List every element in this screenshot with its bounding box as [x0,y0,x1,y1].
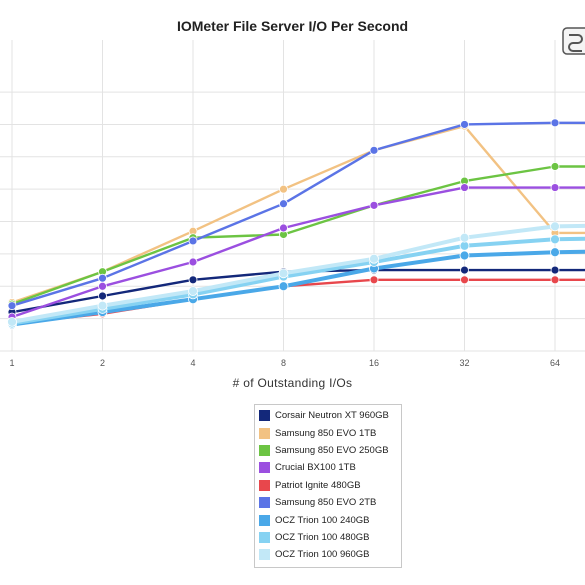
data-point [459,240,470,251]
legend: Corsair Neutron XT 960GB Samsung 850 EVO … [254,404,402,568]
x-axis: 1 2 4 8 16 32 64 [9,358,560,368]
x-tick-label: 64 [550,358,560,368]
series-line [10,186,585,319]
data-point [550,234,560,245]
data-point [369,275,379,285]
legend-item: Crucial BX100 1TB [259,459,397,476]
legend-swatch [259,549,270,561]
series-line [10,236,585,326]
series-line [10,121,585,307]
legend-label: Samsung 850 EVO 1TB [275,427,377,439]
data-point [98,281,107,291]
legend-swatch [259,497,270,509]
series-5 [7,118,585,311]
series-area [7,118,585,330]
data-point [278,268,289,279]
legend-item: OCZ Trion 100 480GB [259,529,397,546]
x-tick-label: 1 [9,358,14,368]
series-line [10,223,585,324]
series-6 [7,247,585,330]
legend-swatch [259,514,270,526]
data-point [550,183,560,192]
legend-item: Samsung 850 EVO 1TB [259,424,397,441]
grid [0,40,585,352]
data-point [7,316,17,327]
data-point [460,120,469,129]
legend-swatch [259,444,270,456]
x-tick-label: 8 [281,358,286,368]
data-point [188,236,198,246]
chart-title: IOMeter File Server I/O Per Second [176,18,409,34]
legend-label: Patriot Ignite 480GB [275,479,361,491]
logo-icon [562,27,585,55]
line-chart: 1 2 4 8 16 32 64 [0,40,585,368]
data-point [279,184,288,194]
legend-item: Patriot Ignite 480GB [259,477,397,494]
legend-item: Samsung 850 EVO 2TB [259,494,397,511]
series-line [10,165,585,306]
data-point [459,232,470,243]
legend-swatch [259,410,270,422]
x-tick-label: 2 [100,358,105,368]
data-point [550,265,560,275]
legend-item: OCZ Trion 100 960GB [259,546,397,563]
x-axis-label: # of Outstanding I/Os [232,376,353,390]
series-8 [7,221,585,327]
data-point [550,247,560,258]
data-point [460,183,469,192]
legend-label: Crucial BX100 1TB [275,462,356,474]
data-point [550,275,560,285]
legend-item: Corsair Neutron XT 960GB [259,407,397,424]
data-point [279,199,288,209]
legend-swatch [259,462,270,474]
legend-swatch [259,427,270,439]
data-point [188,257,198,267]
legend-item: OCZ Trion 100 240GB [259,511,397,528]
data-point [460,275,469,285]
legend-item: Samsung 850 EVO 250GB [259,442,397,459]
series-3 [7,183,585,322]
legend-label: OCZ Trion 100 240GB [275,514,370,526]
data-point [7,301,17,311]
data-point [550,162,560,171]
legend-label: OCZ Trion 100 960GB [275,549,370,561]
legend-label: OCZ Trion 100 480GB [275,531,370,543]
x-tick-label: 16 [369,358,379,368]
data-point [369,145,379,155]
data-point [279,223,288,233]
legend-swatch [259,479,270,491]
legend-label: Samsung 850 EVO 2TB [275,497,377,509]
legend-label: Corsair Neutron XT 960GB [275,410,389,422]
data-point [550,221,560,232]
data-point [98,291,107,301]
series-line [10,249,585,327]
data-point [278,281,289,292]
data-point [188,275,198,285]
data-point [459,250,470,261]
data-point [98,273,107,283]
x-tick-label: 4 [190,358,195,368]
data-point [369,200,379,210]
x-tick-label: 32 [459,358,469,368]
legend-label: Samsung 850 EVO 250GB [275,444,389,456]
data-point [369,253,379,264]
data-point [550,118,560,128]
legend-swatch [259,531,270,543]
data-point [460,265,469,275]
data-point [97,300,108,311]
data-point [188,286,198,297]
